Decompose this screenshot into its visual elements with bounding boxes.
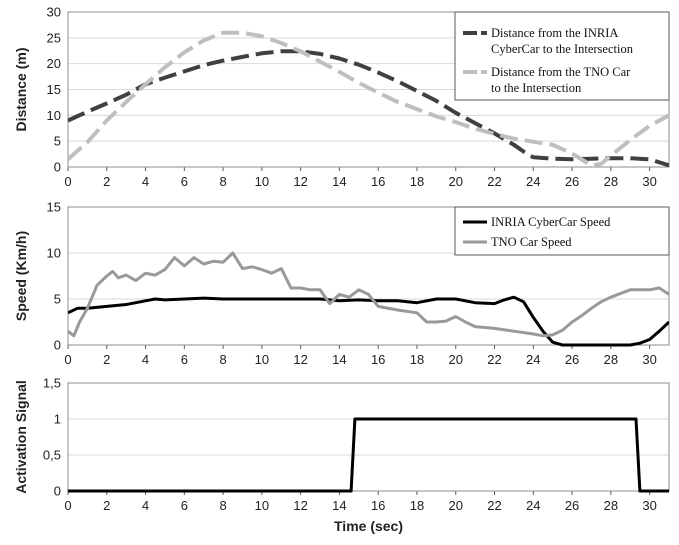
x-tick-label: 10 <box>255 498 269 513</box>
x-tick-label: 22 <box>487 174 501 189</box>
legend-label: Distance from the INRIA <box>491 26 618 40</box>
x-tick-label: 12 <box>293 174 307 189</box>
y-axis-label: Speed (Km/h) <box>13 231 29 321</box>
x-tick-label: 6 <box>181 498 188 513</box>
y-axis-label: Distance (m) <box>13 47 29 131</box>
x-tick-label: 0 <box>64 352 71 367</box>
y-tick-label: 20 <box>47 56 61 71</box>
plot-frame <box>67 382 670 492</box>
y-tick-label: 0 <box>54 338 61 353</box>
x-tick-label: 26 <box>565 352 579 367</box>
x-tick-label: 10 <box>255 174 269 189</box>
x-tick-label: 2 <box>103 174 110 189</box>
series-line-2 <box>68 251 669 338</box>
y-tick-label: 30 <box>47 5 61 20</box>
legend-box <box>454 206 670 256</box>
x-tick-label: 24 <box>526 174 540 189</box>
x-tick-label: 26 <box>565 174 579 189</box>
x-axis-label: Time (sec) <box>334 518 403 534</box>
x-tick-label: 30 <box>642 174 656 189</box>
x-tick-label: 22 <box>487 498 501 513</box>
y-tick-label: 10 <box>47 108 61 123</box>
x-tick-label: 28 <box>604 498 618 513</box>
x-tick-label: 8 <box>219 352 226 367</box>
legend-label: INRIA CyberCar Speed <box>491 215 611 229</box>
x-tick-label: 6 <box>181 352 188 367</box>
x-tick-label: 0 <box>64 174 71 189</box>
x-tick-label: 4 <box>142 352 149 367</box>
x-tick-label: 8 <box>219 174 226 189</box>
y-tick-label: 25 <box>47 30 61 45</box>
chart-panel-3: 00,511,50 2 4 6 8 10 12 14 16 18 20 22 24 26 28 30Activ… <box>13 376 670 534</box>
y-tick-label: 1 <box>54 412 61 427</box>
x-tick-label: 30 <box>642 352 656 367</box>
y-tick-label: 1,5 <box>43 376 61 391</box>
x-tick-label: 4 <box>142 498 149 513</box>
legend-label: TNO Car Speed <box>491 235 572 249</box>
x-tick-label: 6 <box>181 174 188 189</box>
x-tick-label: 8 <box>219 498 226 513</box>
legend: INRIA CyberCar Speed TNO Car Speed <box>454 206 670 256</box>
x-tick-label: 20 <box>449 352 463 367</box>
x-tick-label: 10 <box>255 352 269 367</box>
x-tick-label: 24 <box>526 352 540 367</box>
x-tick-label: 16 <box>371 352 385 367</box>
x-tick-label: 12 <box>293 352 307 367</box>
y-tick-label: 0 <box>54 484 61 499</box>
x-tick-label: 18 <box>410 498 424 513</box>
x-tick-label: 16 <box>371 174 385 189</box>
x-tick-label: 24 <box>526 498 540 513</box>
x-tick-label: 2 <box>103 498 110 513</box>
x-tick-label: 22 <box>487 352 501 367</box>
y-tick-label: 5 <box>54 292 61 307</box>
x-tick-label: 14 <box>332 498 346 513</box>
x-tick-label: 14 <box>332 174 346 189</box>
x-tick-label: 28 <box>604 174 618 189</box>
series-line-1 <box>68 417 669 493</box>
x-tick-label: 14 <box>332 352 346 367</box>
legend-label: CyberCar to the Intersection <box>491 42 634 56</box>
x-tick-label: 20 <box>449 174 463 189</box>
legend-label: Distance from the TNO Car <box>491 65 631 79</box>
x-tick-label: 18 <box>410 352 424 367</box>
legend-box <box>454 11 670 101</box>
x-tick-label: 26 <box>565 498 579 513</box>
x-tick-label: 18 <box>410 174 424 189</box>
x-tick-label: 12 <box>293 498 307 513</box>
y-tick-label: 15 <box>47 200 61 215</box>
legend-label: to the Intersection <box>491 81 582 95</box>
series-line-2 <box>68 30 669 168</box>
x-tick-label: 30 <box>642 498 656 513</box>
series-line-1 <box>68 49 669 168</box>
y-tick-label: 5 <box>54 134 61 149</box>
x-tick-label: 16 <box>371 498 385 513</box>
y-axis-label: Activation Signal <box>13 380 29 494</box>
y-tick-label: 15 <box>47 82 61 97</box>
series-line-1 <box>68 295 669 347</box>
x-tick-label: 20 <box>449 498 463 513</box>
y-tick-label: 0 <box>54 160 61 175</box>
plot-frame <box>67 206 670 346</box>
legend: Distance from the INRIA CyberCar to the I… <box>454 11 670 101</box>
x-tick-label: 28 <box>604 352 618 367</box>
x-tick-label: 2 <box>103 352 110 367</box>
x-tick-label: 0 <box>64 498 71 513</box>
x-tick-label: 4 <box>142 174 149 189</box>
y-tick-label: 0,5 <box>43 448 61 463</box>
y-tick-label: 10 <box>47 246 61 261</box>
